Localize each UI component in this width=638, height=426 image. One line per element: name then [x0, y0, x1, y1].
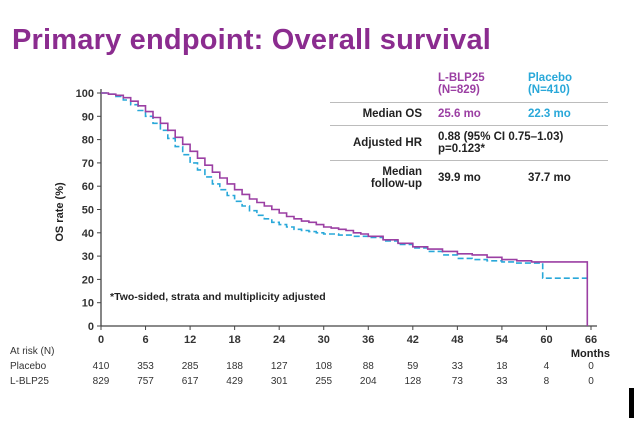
at-risk-value: 301: [270, 376, 288, 387]
stats-row-median-followup: Median follow-up 39.9 mo 37.7 mo: [330, 160, 608, 195]
y-tick-label: 80: [82, 135, 94, 147]
y-tick-label: 100: [76, 88, 94, 100]
at-risk-value: 757: [137, 376, 154, 387]
x-tick-label: 24: [273, 334, 286, 346]
at-risk-value: 4: [543, 361, 550, 372]
stats-row-median-os: Median OS 25.6 mo 22.3 mo: [330, 102, 608, 126]
adjusted-hr-value: 0.88 (95% CI 0.75–1.03) p=0.123*: [432, 125, 608, 161]
y-tick-label: 20: [82, 274, 94, 286]
y-tick-label: 30: [82, 251, 94, 263]
stats-header-placebo: Placebo (N=410): [527, 72, 573, 96]
y-axis-ticks: 0 10 20 30 40 50 60 70 80 90 100: [76, 88, 101, 333]
at-risk-value: 429: [226, 376, 243, 387]
at-risk-value: 88: [362, 361, 374, 372]
series-layer: [101, 92, 589, 326]
x-tick-label: 66: [585, 334, 597, 346]
at-risk-value: 617: [181, 376, 199, 387]
x-tick-label: 6: [142, 334, 148, 346]
at-risk-name-placebo: Placebo: [10, 361, 47, 372]
median-os-lblp25: 25.6 mo: [432, 102, 522, 126]
y-tick-label: 40: [82, 228, 94, 240]
at-risk-value: 18: [496, 361, 508, 372]
at-risk-value: 353: [137, 361, 154, 372]
y-tick-label: 10: [82, 298, 94, 310]
x-tick-label: 12: [184, 334, 196, 346]
at-risk-value: 108: [315, 361, 333, 372]
stats-header-empty: [330, 70, 432, 103]
stats-label-median-followup: Median follow-up: [330, 160, 432, 195]
at-risk-value: 255: [315, 376, 333, 387]
footnote: *Two-sided, strata and multiplicity adju…: [110, 291, 326, 303]
at-risk-value: 128: [404, 376, 422, 387]
x-tick-label: 54: [496, 334, 509, 346]
y-tick-label: 60: [82, 181, 94, 193]
x-tick-label: 30: [318, 334, 330, 346]
page-title: Primary endpoint: Overall survival: [12, 24, 492, 56]
x-axis-ticks: 0 6 12 18 24 30 36 42 48 54 60 66: [98, 326, 597, 346]
y-tick-label: 90: [82, 111, 94, 123]
stats-header-row: L-BLP25 (N=829) Placebo (N=410): [330, 70, 608, 103]
median-followup-placebo: 37.7 mo: [521, 160, 608, 195]
x-tick-label: 36: [362, 334, 374, 346]
at-risk-value: 33: [496, 376, 508, 387]
stats-table: L-BLP25 (N=829) Placebo (N=410) Median OS …: [330, 70, 608, 195]
at-risk-value: 0: [588, 376, 594, 387]
at-risk-name-lblp25: L-BLP25: [10, 376, 49, 387]
x-axis-label: Months: [571, 348, 610, 360]
median-followup-lblp25: 39.9 mo: [432, 160, 522, 195]
stats-row-adjusted-hr: Adjusted HR 0.88 (95% CI 0.75–1.03) p=0.1…: [330, 125, 608, 161]
y-tick-label: 70: [82, 158, 94, 170]
at-risk-value: 188: [226, 361, 243, 372]
x-tick-label: 18: [229, 334, 241, 346]
at-risk-label: At risk (N): [10, 346, 55, 357]
at-risk-value: 285: [181, 361, 199, 372]
x-tick-label: 60: [540, 334, 552, 346]
at-risk-value: 0: [588, 361, 594, 372]
at-risk-value: 33: [451, 361, 463, 372]
at-risk-value: 410: [92, 361, 110, 372]
x-tick-label: 0: [98, 334, 104, 346]
series-line-l-blp25: [101, 92, 589, 326]
at-risk-value: 829: [92, 376, 110, 387]
y-tick-label: 0: [88, 321, 94, 333]
median-os-placebo: 22.3 mo: [521, 102, 608, 126]
slide-edge-bar: [629, 388, 634, 418]
stats-label-median-os: Median OS: [330, 102, 432, 126]
series-line-placebo: [101, 92, 588, 279]
x-tick-label: 48: [451, 334, 463, 346]
stats-label-adjusted-hr: Adjusted HR: [330, 125, 432, 161]
at-risk-value: 73: [451, 376, 463, 387]
chart-axes: [100, 89, 597, 327]
x-tick-label: 42: [407, 334, 419, 346]
y-axis-label: OS rate (%): [54, 182, 66, 242]
at-risk-value: 59: [407, 361, 419, 372]
stats-header-lblp25: L-BLP25 (N=829): [438, 72, 485, 96]
at-risk-value: 127: [270, 361, 288, 372]
at-risk-value: 204: [359, 376, 377, 387]
at-risk-value: 8: [543, 376, 550, 387]
y-tick-label: 50: [82, 205, 94, 217]
